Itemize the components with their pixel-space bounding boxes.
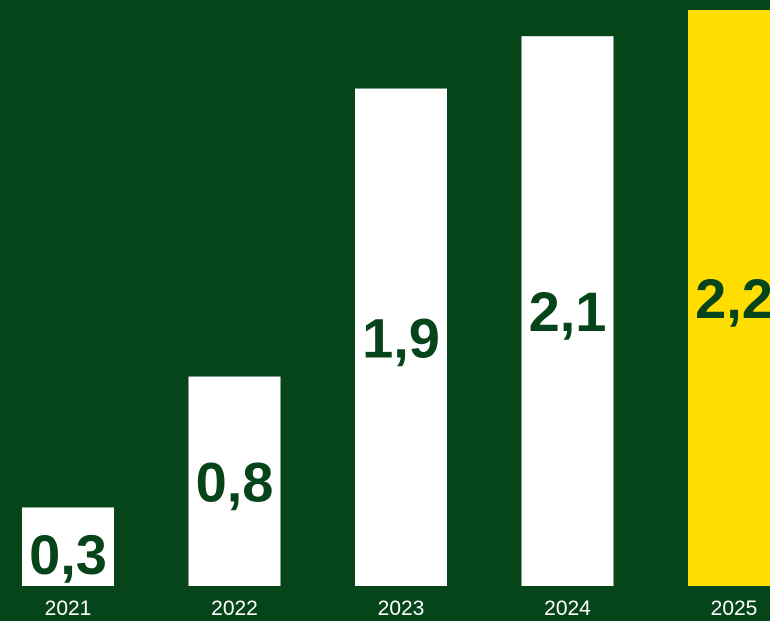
bar-2022: [188, 376, 281, 586]
x-tick-label-2024: 2024: [544, 597, 591, 620]
x-tick-label-2021: 2021: [45, 597, 92, 620]
value-label-2021: 0,3: [29, 523, 107, 586]
x-tick-label-2022: 2022: [211, 597, 258, 620]
bar-2025: [688, 10, 770, 586]
value-label-2022: 0,8: [196, 450, 274, 513]
x-tick-label-2023: 2023: [378, 597, 425, 620]
bar-2023: [355, 88, 447, 586]
bar-2024: [521, 36, 614, 586]
value-label-2024: 2,1: [529, 280, 607, 343]
value-label-2023: 1,9: [362, 306, 440, 369]
bar-2021: [22, 507, 114, 586]
value-label-2025: 2,2: [695, 267, 770, 330]
x-tick-label-2025: 2025: [711, 597, 758, 620]
